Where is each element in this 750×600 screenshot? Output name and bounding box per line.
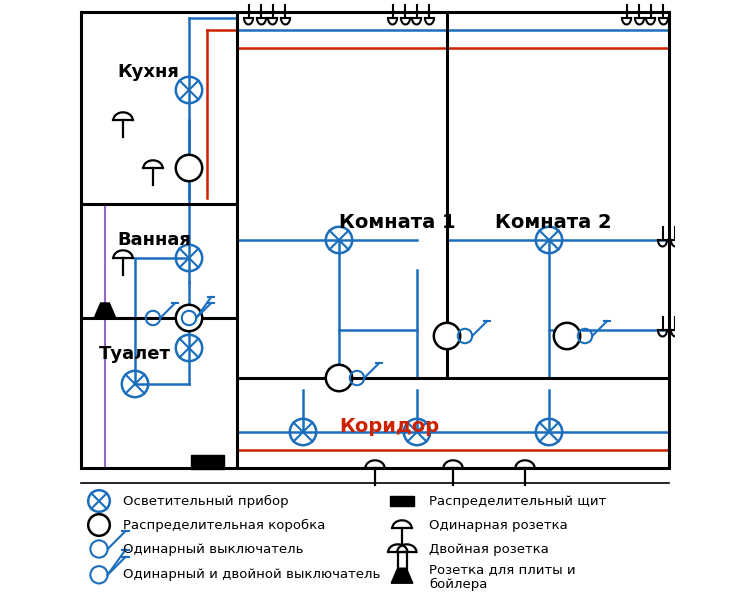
- Circle shape: [176, 155, 202, 181]
- Bar: [390, 496, 414, 506]
- Circle shape: [176, 305, 202, 331]
- Text: Кухня: Кухня: [117, 63, 178, 81]
- Text: Розетка для плиты и
бойлера: Розетка для плиты и бойлера: [429, 563, 576, 591]
- Text: Распределительная коробка: Распределительная коробка: [123, 518, 326, 532]
- Polygon shape: [392, 568, 412, 583]
- Circle shape: [326, 365, 352, 391]
- Text: Двойная розетка: Двойная розетка: [429, 542, 549, 556]
- Circle shape: [554, 323, 580, 349]
- Text: Комната 1: Комната 1: [339, 212, 455, 232]
- Circle shape: [88, 514, 110, 536]
- Text: Туалет: Туалет: [99, 345, 171, 363]
- Text: Распределительный щит: Распределительный щит: [429, 494, 606, 508]
- Text: Одинарная розетка: Одинарная розетка: [429, 518, 568, 532]
- Text: Ванная: Ванная: [117, 231, 190, 249]
- Text: Одинарный и двойной выключатель: Одинарный и двойной выключатель: [123, 568, 380, 581]
- Bar: [190, 455, 224, 469]
- Text: Одинарный выключатель: Одинарный выключатель: [123, 542, 304, 556]
- Text: Коридор: Коридор: [339, 416, 439, 436]
- Polygon shape: [94, 303, 116, 318]
- Text: Осветительный прибор: Осветительный прибор: [123, 494, 289, 508]
- Circle shape: [433, 323, 460, 349]
- Text: Комната 2: Комната 2: [495, 212, 612, 232]
